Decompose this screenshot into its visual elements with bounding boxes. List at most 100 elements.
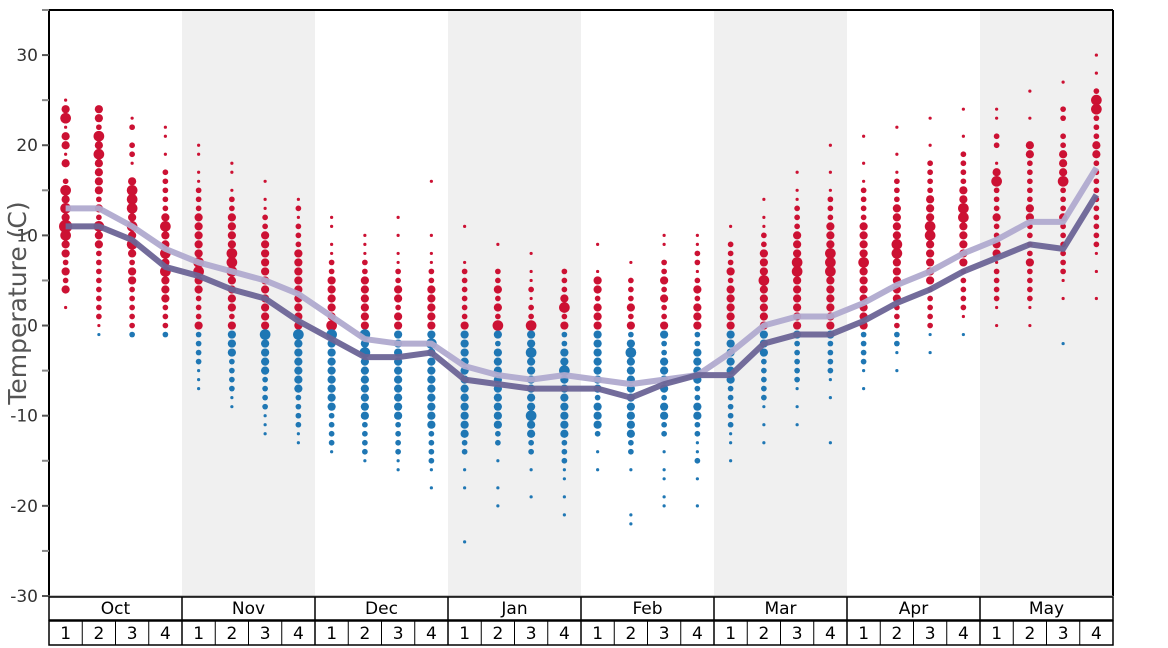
warm-temperature-dot <box>96 268 102 275</box>
cold-temperature-dot <box>227 330 236 339</box>
warm-temperature-dot <box>493 285 502 294</box>
cold-temperature-dot <box>427 375 436 384</box>
warm-temperature-dot <box>995 323 999 328</box>
y-tick-label: -10 <box>10 407 38 427</box>
warm-temperature-dot <box>396 251 400 256</box>
cold-temperature-dot <box>527 402 536 411</box>
warm-temperature-dot <box>759 294 768 303</box>
cold-temperature-dot <box>561 331 568 338</box>
warm-temperature-dot <box>129 151 135 158</box>
dot-column <box>924 116 936 355</box>
warm-temperature-dot <box>859 285 868 294</box>
warm-temperature-dot <box>1060 133 1066 140</box>
warm-temperature-dot <box>1027 178 1033 185</box>
warm-temperature-dot <box>860 214 867 221</box>
cold-temperature-dot <box>327 375 336 384</box>
warm-temperature-dot <box>759 258 768 267</box>
week-label: 3 <box>393 624 404 644</box>
warm-temperature-dot <box>991 175 1002 187</box>
warm-temperature-dot <box>130 116 134 120</box>
cold-temperature-dot <box>197 369 201 373</box>
cold-temperature-dot <box>262 376 268 383</box>
warm-temperature-dot <box>226 257 238 268</box>
warm-temperature-dot <box>891 239 903 250</box>
cold-temperature-dot <box>694 340 701 347</box>
cold-temperature-dot <box>860 340 867 347</box>
cold-temperature-dot <box>527 393 536 402</box>
warm-temperature-dot <box>128 276 137 285</box>
cold-temperature-dot <box>528 439 534 446</box>
y-tick-label: 30 <box>16 46 38 66</box>
y-axis-ticks-group: 30 20 10 0 -10 -20 -30 <box>10 9 49 607</box>
warm-temperature-dot <box>62 178 69 185</box>
cold-temperature-dot <box>529 468 533 472</box>
warm-temperature-dot <box>793 303 802 312</box>
cold-temperature-dot <box>660 366 669 375</box>
cold-temperature-dot <box>561 439 568 446</box>
cold-temperature-dot <box>694 394 701 401</box>
warm-temperature-dot <box>594 295 601 302</box>
cold-temperature-dot <box>827 358 834 365</box>
warm-temperature-dot <box>64 152 68 156</box>
warm-temperature-dot <box>791 257 803 268</box>
cold-temperature-dot <box>762 441 766 445</box>
warm-temperature-dot <box>1060 115 1066 122</box>
warm-temperature-dot <box>197 143 201 147</box>
warm-temperature-dot <box>561 286 568 293</box>
cold-temperature-dot <box>795 405 799 409</box>
cold-temperature-dot <box>694 430 701 437</box>
cold-temperature-dot <box>427 384 436 393</box>
warm-temperature-dot <box>960 304 967 311</box>
warm-temperature-dot <box>427 321 436 330</box>
cold-temperature-dot <box>293 329 304 340</box>
cold-temperature-dot <box>562 468 566 472</box>
warm-temperature-dot <box>894 313 900 320</box>
cold-temperature-dot <box>294 357 303 366</box>
week-label: 2 <box>492 624 503 644</box>
warm-temperature-dot <box>61 213 70 222</box>
cold-temperature-dot <box>660 330 669 339</box>
warm-temperature-dot <box>495 277 501 284</box>
cold-temperature-dot <box>529 495 533 499</box>
warm-temperature-dot <box>727 277 734 284</box>
warm-temperature-dot <box>96 304 102 311</box>
cold-temperature-dot <box>330 450 334 454</box>
warm-temperature-dot <box>926 204 935 213</box>
warm-temperature-dot <box>661 313 667 320</box>
warm-temperature-dot <box>229 313 235 320</box>
cold-temperature-dot <box>327 348 336 357</box>
warm-temperature-dot <box>60 112 71 124</box>
warm-temperature-dot <box>1059 150 1068 159</box>
cold-temperature-dot <box>162 331 169 338</box>
cold-temperature-dot <box>860 349 867 356</box>
cold-temperature-dot <box>661 340 667 347</box>
warm-temperature-dot <box>129 295 135 302</box>
warm-temperature-dot <box>161 285 170 294</box>
warm-temperature-dot <box>825 266 836 277</box>
cold-temperature-dot <box>593 366 602 375</box>
warm-temperature-dot <box>261 258 270 267</box>
warm-temperature-dot <box>992 213 1001 222</box>
warm-temperature-dot <box>1093 241 1100 248</box>
cold-temperature-dot <box>562 477 566 481</box>
cold-temperature-dot <box>593 411 602 420</box>
warm-temperature-dot <box>695 233 699 237</box>
warm-temperature-dot <box>360 285 369 294</box>
warm-temperature-dot <box>826 222 835 231</box>
cold-temperature-dot <box>694 385 701 392</box>
warm-temperature-dot <box>892 204 901 213</box>
warm-temperature-dot <box>529 296 533 301</box>
warm-temperature-dot <box>860 196 867 203</box>
warm-temperature-dot <box>1061 296 1065 301</box>
warm-temperature-dot <box>825 257 836 268</box>
cold-temperature-dot <box>460 420 469 429</box>
warm-temperature-dot <box>1091 94 1102 106</box>
warm-temperature-dot <box>126 202 138 214</box>
warm-temperature-dot <box>296 197 300 201</box>
cold-temperature-dot <box>626 366 635 375</box>
warm-temperature-dot <box>628 313 634 320</box>
warm-temperature-dot <box>826 321 835 330</box>
cold-temperature-dot <box>727 403 734 410</box>
warm-temperature-dot <box>295 241 302 248</box>
warm-temperature-dot <box>729 224 733 228</box>
